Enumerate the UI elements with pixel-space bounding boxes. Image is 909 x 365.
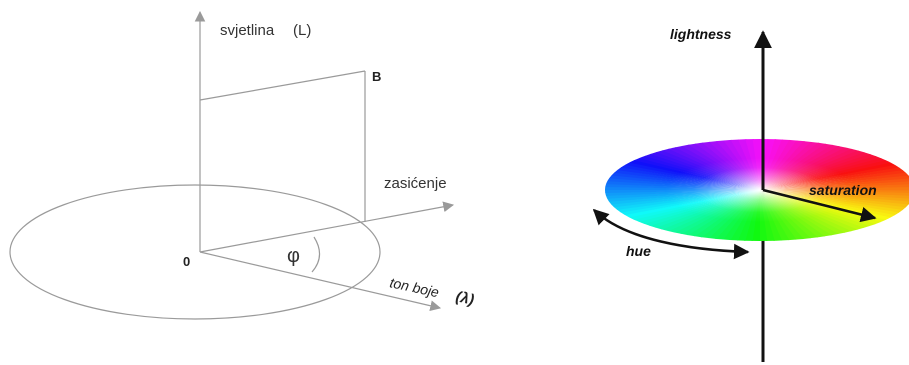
angle-phi-label: φ — [287, 245, 300, 267]
lightness-axis-label: svjetlina — [220, 22, 275, 39]
hue-circle — [9, 184, 381, 320]
left-color-space-diagram: svjetlina (L) B zasićenje 0 φ ton boje (… — [9, 10, 476, 320]
saturation-label: saturation — [809, 182, 877, 198]
point-b-label: B — [372, 69, 381, 84]
hue-axis-label: ton boje — [388, 274, 440, 300]
lightness-axis-symbol: (L) — [293, 22, 311, 39]
hue-axis — [199, 251, 442, 312]
saturation-axis — [199, 201, 455, 253]
projection-line-top — [199, 70, 366, 101]
hue-curved-arrow — [592, 208, 750, 260]
origin-label: 0 — [183, 254, 190, 269]
saturation-axis-label: zasićenje — [384, 175, 447, 192]
hue-label: hue — [626, 243, 651, 259]
right-color-space-diagram: lightness saturation hue — [592, 26, 909, 362]
color-wheel-white-center — [665, 158, 855, 222]
hue-axis-symbol: (λ) — [454, 288, 475, 308]
angle-arc — [311, 236, 321, 273]
saturation-arrow — [762, 188, 877, 223]
lightness-label: lightness — [670, 26, 732, 42]
